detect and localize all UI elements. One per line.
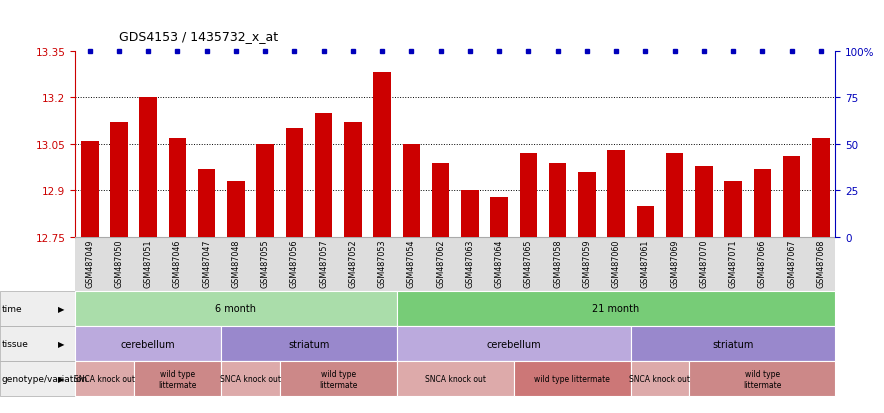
Bar [695,166,713,237]
Text: ▶: ▶ [58,375,65,383]
Text: wild type
littermate: wild type littermate [319,369,357,389]
Bar [110,123,128,237]
Text: 21 month: 21 month [592,304,640,314]
Bar [402,145,420,237]
Text: SNCA knock out: SNCA knock out [629,375,690,383]
Bar [753,169,771,237]
Text: tissue: tissue [2,339,28,348]
Text: wild type
littermate: wild type littermate [158,369,196,389]
Bar [461,191,478,237]
Bar [432,163,449,237]
Bar [315,114,332,237]
Bar [81,141,98,237]
Text: ▶: ▶ [58,339,65,348]
Bar [373,73,391,237]
Bar [782,157,800,237]
Bar [812,138,829,237]
Bar [549,163,567,237]
Bar [344,123,362,237]
Text: SNCA knock out: SNCA knock out [220,375,281,383]
Bar [520,154,537,237]
Text: time: time [2,304,22,313]
Text: striatum: striatum [713,339,754,349]
Bar [636,206,654,237]
Bar [491,197,508,237]
Bar [169,138,187,237]
Bar [256,145,274,237]
Text: GDS4153 / 1435732_x_at: GDS4153 / 1435732_x_at [119,31,278,43]
Bar [286,129,303,237]
Text: SNCA knock out: SNCA knock out [424,375,486,383]
Text: ▶: ▶ [58,304,65,313]
Text: cerebellum: cerebellum [121,339,176,349]
Bar [607,151,625,237]
Text: SNCA knock out: SNCA knock out [74,375,135,383]
Bar [227,182,245,237]
Text: cerebellum: cerebellum [486,339,541,349]
Bar [198,169,216,237]
Text: 6 month: 6 month [216,304,256,314]
Text: genotype/variation: genotype/variation [2,375,88,383]
Bar [666,154,683,237]
Text: wild type littermate: wild type littermate [534,375,610,383]
Bar [140,98,157,237]
Text: striatum: striatum [288,339,330,349]
Text: wild type
littermate: wild type littermate [743,369,781,389]
Text: ■: ■ [75,412,84,413]
Bar [578,172,596,237]
Bar [724,182,742,237]
